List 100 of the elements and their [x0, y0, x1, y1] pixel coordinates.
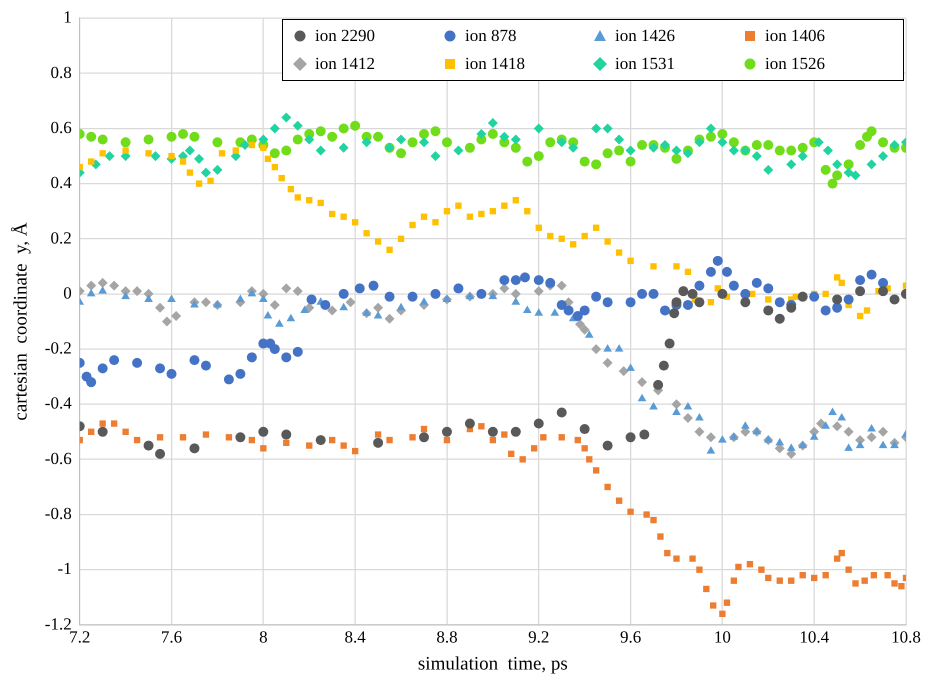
legend-label: ion 2290	[315, 26, 375, 46]
point	[828, 407, 837, 415]
x-tick-label: 7.2	[69, 627, 90, 646]
point	[591, 123, 602, 134]
point	[671, 297, 682, 308]
point	[584, 330, 594, 338]
point	[98, 426, 108, 437]
x-axis-title: simulation time, ps	[418, 654, 568, 675]
x-tick-label: 10.4	[799, 627, 830, 646]
point	[878, 151, 888, 162]
point	[258, 134, 268, 145]
point	[890, 440, 899, 448]
point	[752, 426, 762, 434]
x-tick-label: 9.2	[528, 627, 550, 646]
point	[832, 159, 842, 170]
point	[763, 305, 774, 316]
point	[419, 137, 429, 148]
point	[534, 418, 544, 429]
point	[240, 140, 250, 150]
point	[264, 310, 272, 318]
point	[786, 159, 796, 170]
point	[775, 438, 784, 446]
point	[155, 448, 166, 459]
point	[286, 314, 296, 322]
y-tick-label: 0.6	[50, 118, 72, 137]
point	[653, 380, 664, 390]
point	[798, 292, 808, 302]
y-tick-label: -0.6	[44, 448, 72, 468]
point	[281, 430, 292, 440]
point	[878, 286, 888, 296]
point	[430, 151, 440, 162]
point	[695, 413, 704, 421]
point	[453, 146, 464, 156]
point	[304, 134, 314, 145]
legend-label: ion 1526	[765, 54, 825, 74]
point	[671, 146, 682, 156]
point	[814, 137, 824, 148]
point	[706, 123, 716, 134]
point	[706, 446, 716, 454]
point	[300, 305, 309, 313]
point	[362, 308, 371, 316]
point	[664, 338, 675, 349]
point	[213, 300, 222, 308]
point	[614, 344, 624, 352]
point	[373, 438, 384, 448]
point	[694, 297, 704, 308]
point	[550, 308, 560, 316]
point	[362, 137, 372, 148]
point	[419, 432, 429, 442]
point	[534, 308, 544, 316]
y-tick-label: 1	[63, 8, 72, 27]
point	[678, 286, 688, 296]
point	[660, 140, 670, 150]
point	[741, 421, 750, 429]
point	[259, 294, 268, 302]
point	[534, 123, 544, 134]
y-axis-title: cartesian coordinate y, Å	[10, 222, 32, 421]
point	[212, 164, 222, 175]
point	[190, 300, 199, 308]
point	[258, 426, 268, 437]
point	[626, 363, 635, 371]
point	[718, 435, 727, 443]
legend-label: ion 1406	[765, 26, 825, 46]
point	[420, 297, 428, 305]
point	[626, 432, 636, 442]
point	[511, 297, 520, 305]
point	[556, 407, 567, 418]
point	[442, 294, 452, 302]
point	[144, 440, 154, 451]
point	[602, 440, 613, 451]
point	[86, 288, 96, 296]
y-tick-label: -1	[58, 559, 72, 578]
point	[867, 424, 876, 432]
point	[786, 443, 796, 451]
point	[658, 360, 669, 371]
point	[603, 344, 612, 352]
point	[682, 148, 693, 158]
y-tick-label: 0.4	[50, 173, 72, 192]
point	[866, 159, 877, 170]
point	[684, 402, 692, 410]
point	[786, 302, 796, 313]
point	[728, 146, 739, 156]
point	[798, 440, 808, 448]
point	[764, 435, 773, 443]
x-tick-label: 10	[714, 627, 731, 646]
point	[669, 308, 680, 318]
point	[121, 292, 130, 300]
point	[396, 134, 406, 145]
point	[522, 305, 532, 313]
legend-label: ion 1412	[315, 54, 375, 74]
x-tick-label: 10.8	[891, 627, 921, 646]
point	[649, 402, 658, 410]
point	[150, 151, 160, 162]
point	[740, 297, 750, 308]
point	[730, 432, 738, 440]
point	[442, 426, 452, 437]
point	[316, 146, 326, 156]
point	[568, 142, 578, 153]
point	[639, 430, 650, 440]
point	[270, 123, 280, 134]
